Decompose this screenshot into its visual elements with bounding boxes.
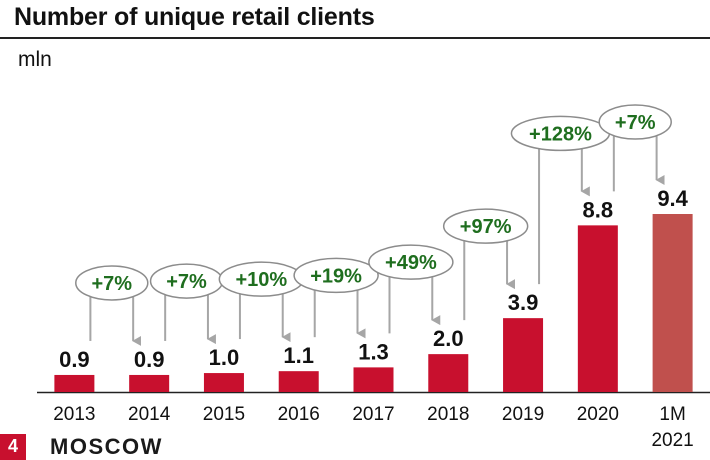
x-tick-label: 2020 [577, 404, 619, 425]
growth-bubble [368, 244, 454, 280]
value-label: 1.0 [209, 345, 240, 370]
x-tick-label: 2013 [53, 404, 95, 425]
growth-bubble [598, 104, 672, 140]
bar-2018 [428, 354, 469, 392]
bar-2015 [203, 373, 244, 392]
growth-label: +7% [615, 112, 656, 134]
bar-2013 [54, 374, 95, 392]
growth-label: +128% [529, 123, 592, 145]
logo-mark-icon: 4 [0, 434, 26, 460]
x-tick-label: 2015 [203, 404, 245, 425]
x-tick-label: 2018 [427, 404, 469, 425]
growth-bubble [293, 257, 379, 294]
value-label: 2.0 [433, 326, 464, 351]
growth-label: +7% [91, 273, 132, 295]
moscow-logo: 4 MOSCOW [0, 430, 200, 460]
growth-label: +49% [385, 252, 437, 274]
x-tick-label: 2017 [352, 404, 394, 425]
value-label: 9.4 [657, 186, 688, 211]
growth-label: +97% [460, 216, 512, 238]
value-label: 3.9 [508, 290, 539, 315]
logo-text: MOSCOW [50, 434, 163, 459]
x-tick-label: 2014 [128, 404, 171, 425]
x-tick-label: 2019 [502, 404, 544, 425]
bar-2020 [577, 225, 618, 392]
title-divider [0, 37, 710, 39]
bar-2014 [129, 374, 170, 392]
value-label: 0.9 [59, 347, 90, 372]
value-label: 1.3 [358, 339, 389, 364]
growth-label: +10% [235, 269, 287, 291]
growth-bubble [75, 265, 149, 301]
bar-2019 [503, 318, 544, 392]
bar-2016 [278, 371, 319, 392]
bar-2017 [353, 367, 394, 392]
unit-label: mln [18, 48, 52, 71]
value-label: 1.1 [283, 343, 314, 368]
chart-title: Number of unique retail clients [14, 3, 375, 31]
x-tick-label: 1M 2021 [651, 404, 693, 451]
value-label: 8.8 [583, 197, 614, 222]
growth-bubble [442, 208, 529, 244]
bar-1m-2021 [652, 214, 693, 392]
growth-label: +19% [310, 265, 362, 287]
value-label: 0.9 [134, 347, 165, 372]
x-tick-label: 2016 [278, 404, 320, 425]
growth-label: +7% [166, 271, 207, 293]
